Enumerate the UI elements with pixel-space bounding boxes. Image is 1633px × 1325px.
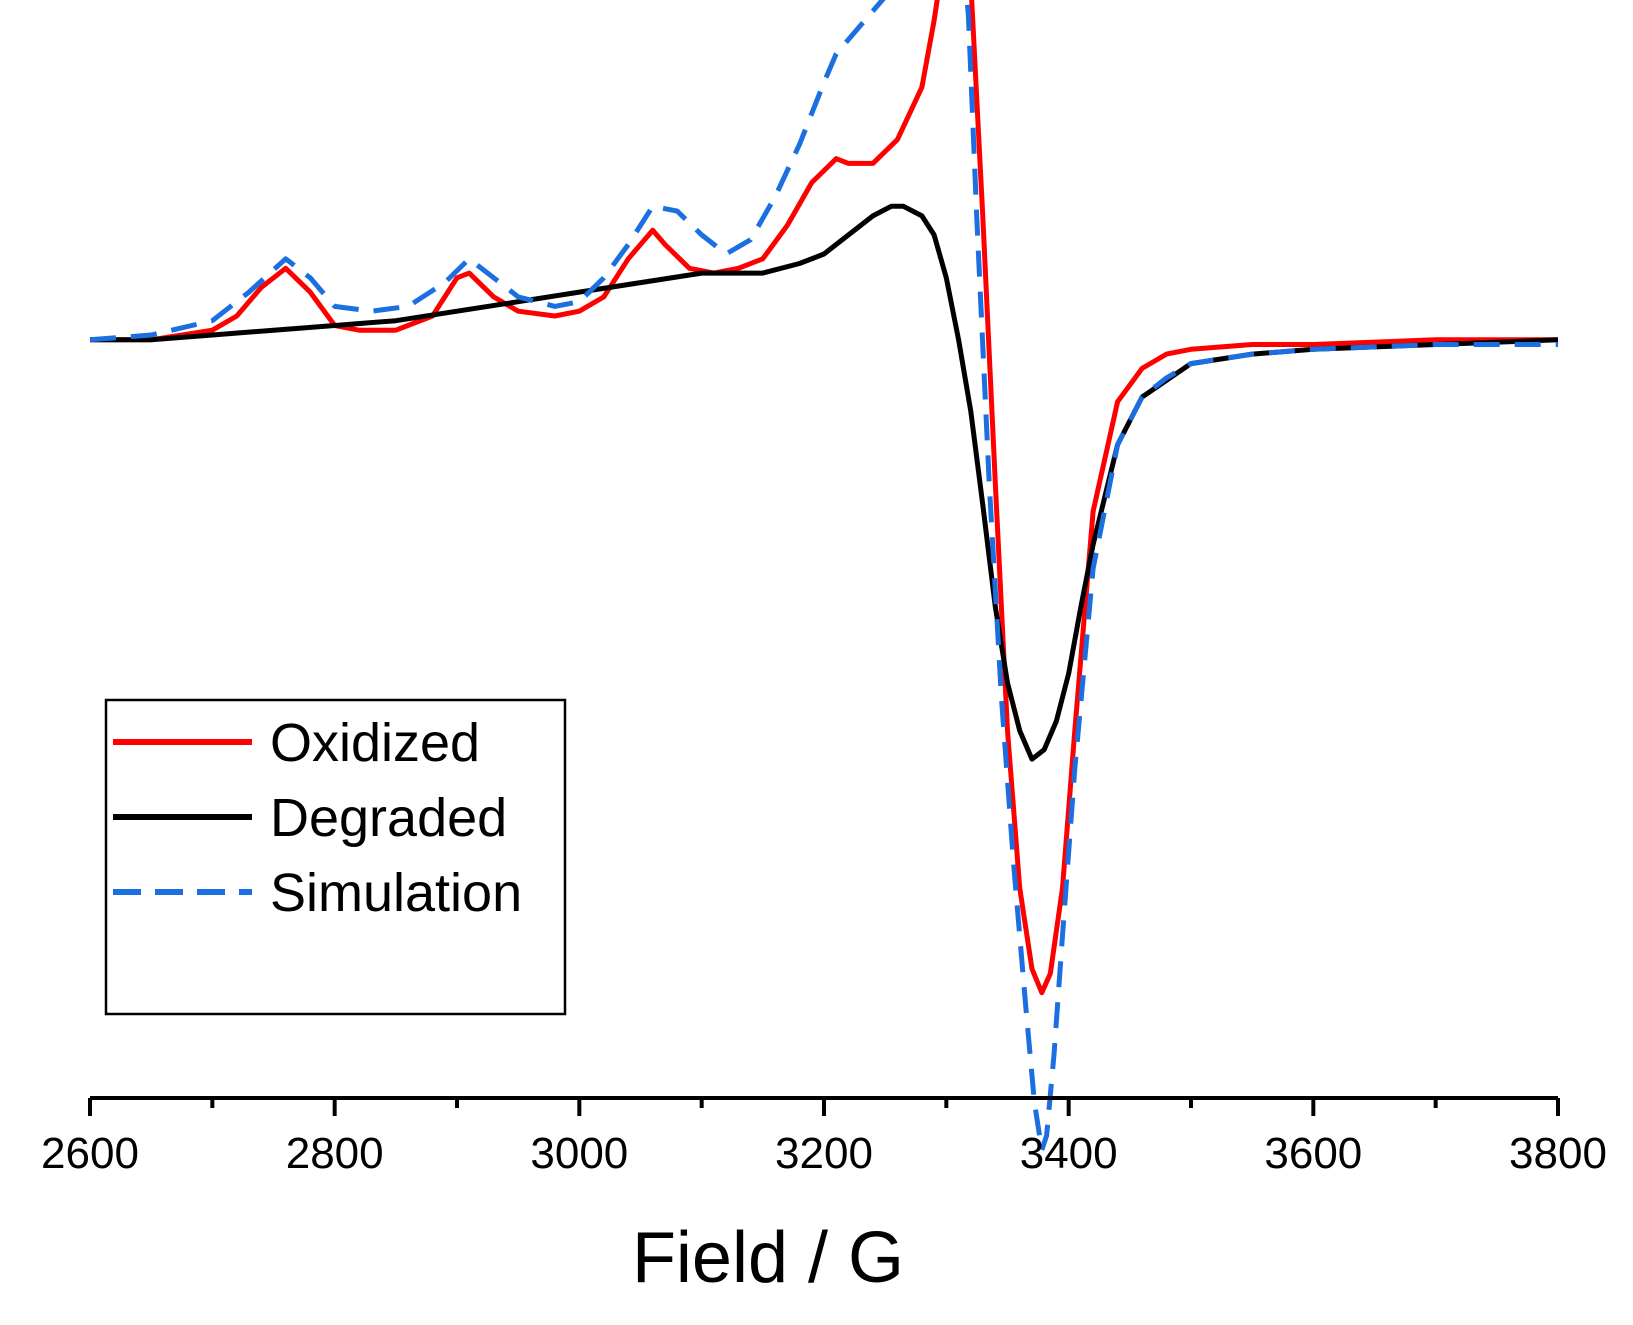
series-layer [89,0,1559,1153]
x-tick-label: 3000 [530,1129,628,1178]
x-tick-label: 3200 [775,1129,873,1178]
series-line-simulation [89,0,1558,1153]
x-axis: 2600 2800 3000 3200 3400 3600 3800 [41,1096,1607,1178]
x-tick-label: 2600 [41,1129,139,1178]
legend-box [104,698,567,1016]
x-tick-label: 3800 [1509,1129,1607,1178]
legend-label-degraded: Degraded [270,788,507,848]
legend-label-simulation: Simulation [270,863,522,923]
series-line-oxidized [90,0,1558,996]
legend: Oxidized Degraded Simulation [104,698,567,1016]
x-axis-title: Field / G [632,1218,904,1298]
x-tick-label: 3400 [1020,1129,1118,1178]
x-tick-label: 2800 [286,1129,384,1178]
legend-label-oxidized: Oxidized [270,713,480,773]
x-tick-label: 3600 [1264,1129,1362,1178]
